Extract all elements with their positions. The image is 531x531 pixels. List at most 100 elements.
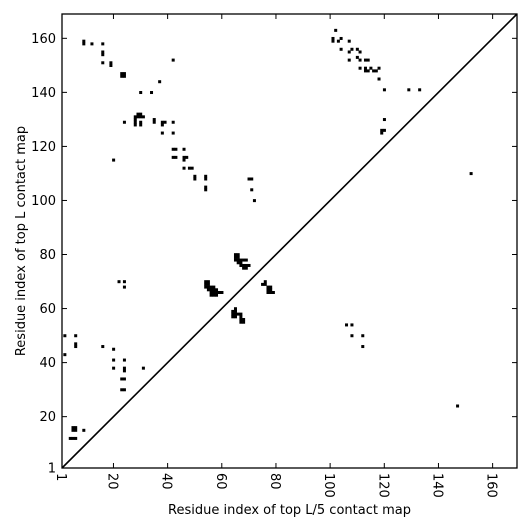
- contact-point: [63, 334, 67, 338]
- y-axis-label: Residue index of top L contact map: [14, 126, 29, 356]
- contact-point: [358, 58, 362, 62]
- contact-point: [377, 66, 381, 70]
- contact-point: [236, 255, 240, 259]
- contact-point: [182, 166, 186, 170]
- contact-point: [139, 123, 143, 127]
- contact-point: [217, 290, 221, 294]
- contact-point: [122, 358, 126, 362]
- contact-point: [122, 280, 126, 284]
- contact-point: [206, 280, 210, 284]
- y-tick-label: 120: [31, 140, 56, 155]
- contact-point: [331, 36, 335, 40]
- contact-point: [74, 436, 78, 440]
- contact-point: [71, 436, 75, 440]
- contact-point: [133, 120, 137, 124]
- contact-point: [331, 39, 335, 43]
- contact-point: [182, 158, 186, 162]
- x-tick-label: 160: [484, 473, 499, 498]
- contact-point: [339, 47, 343, 51]
- contact-point: [152, 120, 156, 124]
- contact-point: [233, 307, 237, 311]
- contact-point: [212, 290, 216, 294]
- contact-point: [82, 39, 86, 43]
- contact-point: [347, 50, 351, 54]
- x-tick-label: 80: [267, 473, 282, 490]
- contact-point: [366, 69, 370, 73]
- contact-point: [152, 118, 156, 122]
- contact-point: [336, 39, 340, 43]
- contact-point: [347, 39, 351, 43]
- contact-point: [242, 263, 246, 267]
- contact-point: [136, 112, 140, 116]
- contact-point: [233, 312, 237, 316]
- contact-point: [244, 263, 248, 267]
- contact-point: [190, 166, 194, 170]
- contact-point: [150, 91, 154, 95]
- contact-point: [380, 128, 384, 132]
- contact-point: [231, 309, 235, 313]
- contact-point: [74, 334, 78, 338]
- contact-point: [242, 318, 246, 322]
- tick-layer: 1 20 40 60 80 100 120 140 1601204060801001201401…: [31, 14, 517, 498]
- contact-point: [109, 61, 113, 65]
- contact-point: [193, 177, 197, 181]
- contact-point: [242, 320, 246, 324]
- contact-point: [120, 72, 124, 76]
- contact-point: [358, 50, 362, 54]
- contact-point: [160, 120, 164, 124]
- contact-point: [158, 80, 162, 84]
- contact-point: [71, 426, 75, 430]
- contact-point: [74, 428, 78, 432]
- contact-point: [63, 353, 67, 357]
- contact-point: [361, 334, 365, 338]
- y-tick-label: 60: [39, 302, 56, 317]
- contact-point: [247, 177, 251, 181]
- contact-point: [239, 312, 243, 316]
- x-axis-label: Residue index of top L/5 contact map: [168, 503, 411, 518]
- contact-point: [136, 115, 140, 119]
- contact-point: [247, 263, 251, 267]
- x-tick-label: 140: [429, 473, 444, 498]
- contact-point: [204, 282, 208, 286]
- contact-point: [269, 285, 273, 289]
- contact-point: [209, 290, 213, 294]
- contact-point: [236, 253, 240, 257]
- contact-point: [231, 312, 235, 316]
- contact-point: [122, 74, 126, 78]
- contact-point: [233, 315, 237, 319]
- contact-point: [266, 288, 270, 292]
- contact-point: [363, 58, 367, 62]
- contact-point: [363, 66, 367, 70]
- x-tick-label: 1: [53, 473, 68, 481]
- contact-point: [239, 263, 243, 267]
- contact-point: [74, 426, 78, 430]
- contact-point: [120, 388, 124, 392]
- contact-point: [174, 155, 178, 159]
- y-tick-label: 100: [31, 194, 56, 209]
- contact-point: [171, 155, 175, 159]
- contact-point: [122, 285, 126, 289]
- contact-point: [101, 53, 105, 57]
- contact-point: [141, 115, 145, 119]
- contact-point: [244, 258, 248, 262]
- contact-point: [204, 185, 208, 189]
- contact-point: [382, 88, 386, 92]
- contact-point: [212, 293, 216, 297]
- contact-point: [122, 377, 126, 381]
- contact-point: [239, 318, 243, 322]
- contact-point: [171, 120, 175, 124]
- contact-point: [236, 258, 240, 262]
- contact-point: [160, 131, 164, 135]
- contact-point: [233, 309, 237, 313]
- contact-point: [204, 285, 208, 289]
- contact-point: [117, 280, 121, 284]
- contact-point: [209, 285, 213, 289]
- contact-point: [163, 120, 167, 124]
- contact-point: [209, 293, 213, 297]
- contact-point: [71, 428, 75, 432]
- contact-point: [74, 342, 78, 346]
- contact-point: [122, 366, 126, 370]
- y-tick-label: 80: [39, 248, 56, 263]
- point-layer: [63, 28, 473, 440]
